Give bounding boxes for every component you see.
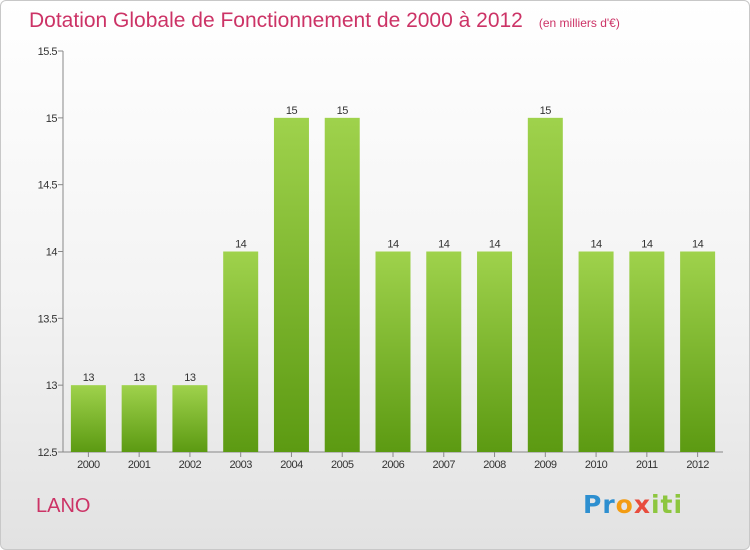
bar [426, 251, 462, 452]
bar [273, 117, 309, 452]
bar [223, 251, 259, 452]
data-label: 14 [489, 239, 501, 251]
title-text: Dotation Globale de Fonctionnement de 20… [29, 9, 523, 32]
x-tick-label: 2003 [229, 459, 252, 471]
proxiti-logo[interactable]: Proxiti [583, 490, 684, 519]
bar [477, 251, 513, 452]
chart-title: Dotation Globale de Fonctionnement de 20… [29, 9, 620, 33]
bar [121, 385, 157, 452]
bar [680, 251, 716, 452]
x-tick-label: 2004 [280, 459, 303, 471]
data-label: 15 [286, 105, 298, 117]
bar [578, 251, 614, 452]
data-label: 15 [337, 105, 349, 117]
data-label: 14 [590, 239, 602, 251]
y-tick-label: 14 [46, 247, 58, 259]
x-tick-label: 2010 [585, 459, 608, 471]
y-tick-label: 13 [46, 380, 58, 392]
x-tick-label: 2001 [128, 459, 151, 471]
bar [527, 117, 563, 452]
data-label: 14 [235, 239, 247, 251]
city-name: LANO [36, 495, 91, 517]
x-tick-label: 2005 [331, 459, 354, 471]
x-tick-label: 2007 [433, 459, 456, 471]
data-label: 14 [641, 239, 653, 251]
y-tick-label: 12.5 [38, 447, 58, 459]
bar [629, 251, 665, 452]
bar [70, 385, 106, 452]
x-tick-label: 2000 [77, 459, 100, 471]
data-label: 14 [692, 239, 704, 251]
data-label: 13 [134, 372, 146, 384]
title-unit: (en milliers d'€) [538, 16, 620, 30]
x-tick-label: 2012 [686, 459, 709, 471]
bar [324, 117, 360, 452]
x-tick-label: 2009 [534, 459, 557, 471]
data-label: 14 [438, 239, 450, 251]
y-tick-label: 15 [46, 113, 58, 125]
data-label: 13 [83, 372, 95, 384]
x-tick-label: 2008 [483, 459, 506, 471]
x-tick-label: 2002 [179, 459, 202, 471]
data-label: 14 [387, 239, 399, 251]
bar [375, 251, 411, 452]
data-label: 13 [184, 372, 196, 384]
data-label: 15 [540, 105, 552, 117]
x-tick-label: 2011 [636, 459, 658, 471]
x-tick-label: 2006 [382, 459, 405, 471]
y-tick-label: 13.5 [38, 313, 58, 325]
bar [172, 385, 208, 452]
y-tick-label: 15.5 [38, 46, 58, 58]
y-tick-label: 14.5 [38, 180, 58, 192]
